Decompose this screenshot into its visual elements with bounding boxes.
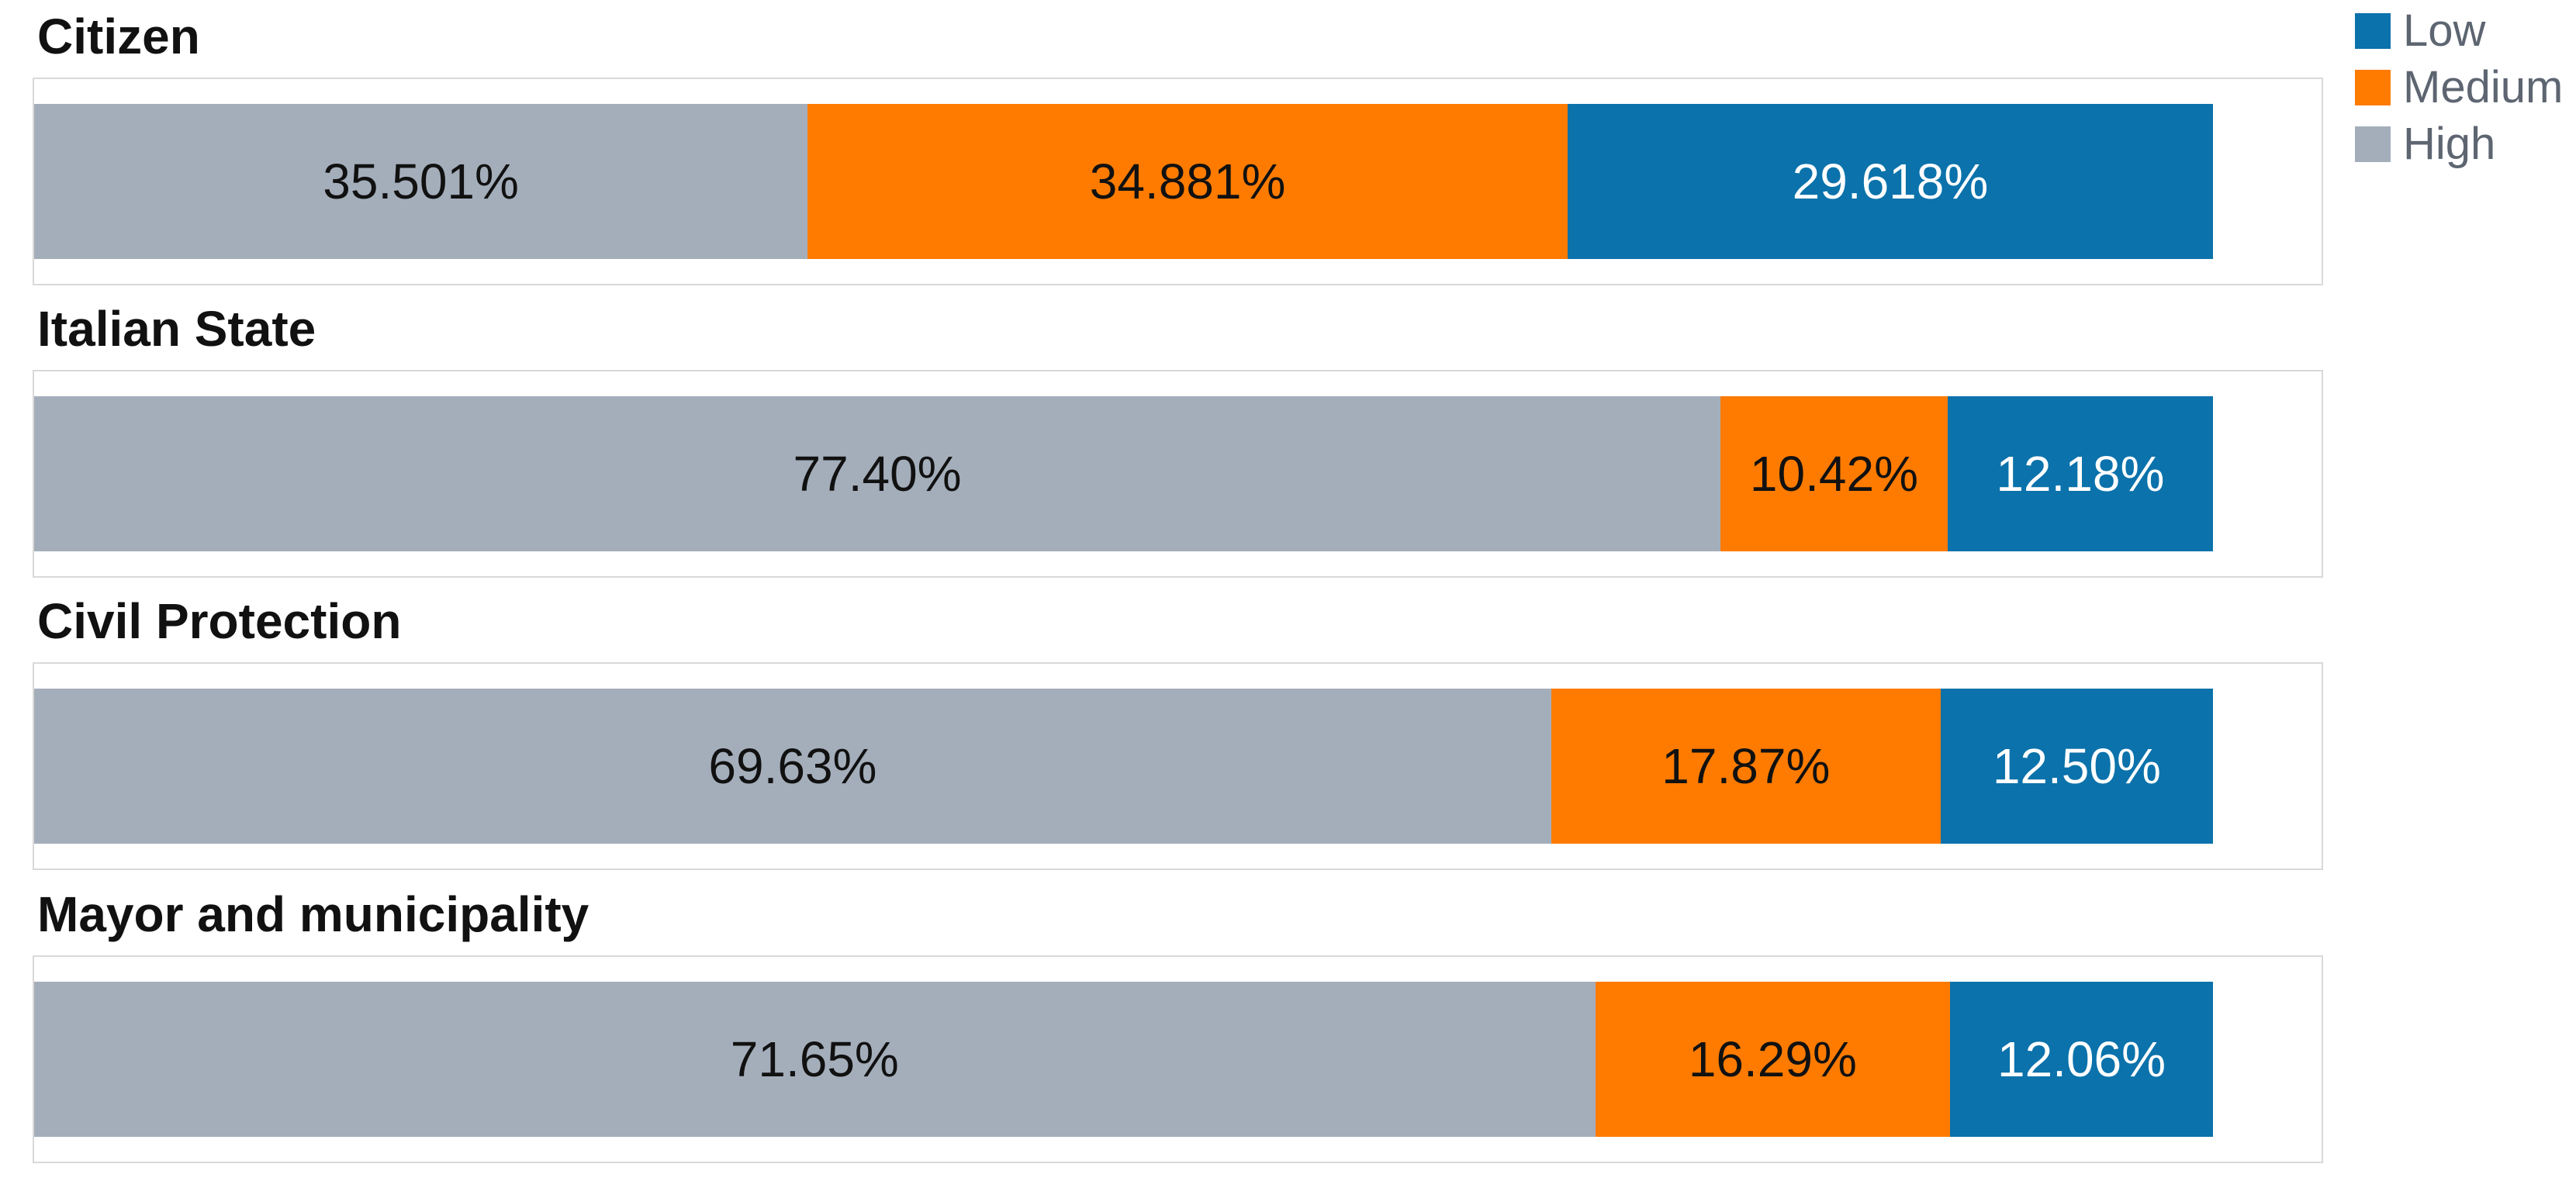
legend-item-label: Medium xyxy=(2403,62,2564,112)
legend-item-label: Low xyxy=(2403,5,2486,56)
stacked-bar: 77.40% 10.42% 12.18% xyxy=(34,396,2213,551)
bar-segment: 29.618% xyxy=(1567,104,2213,259)
bar-value-label: 12.18% xyxy=(1996,446,2165,502)
bar-track: 35.501% 34.881% 29.618% xyxy=(33,78,2323,285)
bar-group-title: Citizen xyxy=(37,9,200,64)
bar-group-title: Mayor and municipality xyxy=(37,886,590,942)
bar-group: Italian State 77.40% 10.42% 12.18% xyxy=(33,303,2323,578)
legend-swatch-high-icon xyxy=(2355,126,2391,162)
bar-track: 71.65% 16.29% 12.06% xyxy=(33,955,2323,1163)
bar-group: Civil Protection 69.63% 17.87% 12.50% xyxy=(33,596,2323,870)
bar-segment: 10.42% xyxy=(1720,396,1948,551)
bar-value-label: 69.63% xyxy=(708,738,877,794)
bar-group: Mayor and municipality 71.65% 16.29% 12.… xyxy=(33,889,2323,1163)
bar-value-label: 34.881% xyxy=(1089,154,1286,209)
bar-value-label: 10.42% xyxy=(1749,446,1918,502)
bar-group-title: Civil Protection xyxy=(37,593,402,649)
bar-value-label: 35.501% xyxy=(323,154,519,209)
bar-value-label: 77.40% xyxy=(793,446,962,502)
legend-item: Medium xyxy=(2355,62,2564,112)
legend: Low Medium High xyxy=(2355,5,2564,182)
stacked-bar: 71.65% 16.29% 12.06% xyxy=(34,982,2213,1137)
legend-item-label: High xyxy=(2403,119,2496,169)
bar-segment: 69.63% xyxy=(34,689,1551,844)
bar-group-title: Italian State xyxy=(37,301,316,357)
legend-item: Low xyxy=(2355,5,2563,56)
bar-track: 69.63% 17.87% 12.50% xyxy=(33,662,2323,870)
bar-value-label: 29.618% xyxy=(1792,154,1989,209)
bar-value-label: 71.65% xyxy=(730,1031,899,1087)
bar-track: 77.40% 10.42% 12.18% xyxy=(33,370,2323,578)
bar-segment: 12.50% xyxy=(1940,689,2213,844)
legend-swatch-medium-icon xyxy=(2355,69,2391,105)
bar-segment: 16.29% xyxy=(1595,982,1951,1137)
legend-item: High xyxy=(2355,119,2563,169)
stacked-bar: 69.63% 17.87% 12.50% xyxy=(34,689,2213,844)
bar-value-label: 12.50% xyxy=(1992,738,2161,794)
bar-value-label: 17.87% xyxy=(1661,738,1831,794)
bar-group: Citizen 35.501% 34.881% 29.618% xyxy=(33,11,2323,285)
bar-value-label: 12.06% xyxy=(1997,1031,2166,1087)
bar-segment: 12.06% xyxy=(1950,982,2213,1137)
bar-value-label: 16.29% xyxy=(1688,1031,1857,1087)
bar-segment: 35.501% xyxy=(34,104,808,259)
bar-segment: 71.65% xyxy=(34,982,1596,1137)
legend-swatch-low-icon xyxy=(2355,12,2391,49)
bar-segment: 34.881% xyxy=(807,104,1568,259)
stacked-bar: 35.501% 34.881% 29.618% xyxy=(34,104,2213,259)
bar-segment: 12.18% xyxy=(1947,396,2213,551)
bar-segment: 77.40% xyxy=(34,396,1721,551)
bar-segment: 17.87% xyxy=(1551,689,1941,844)
